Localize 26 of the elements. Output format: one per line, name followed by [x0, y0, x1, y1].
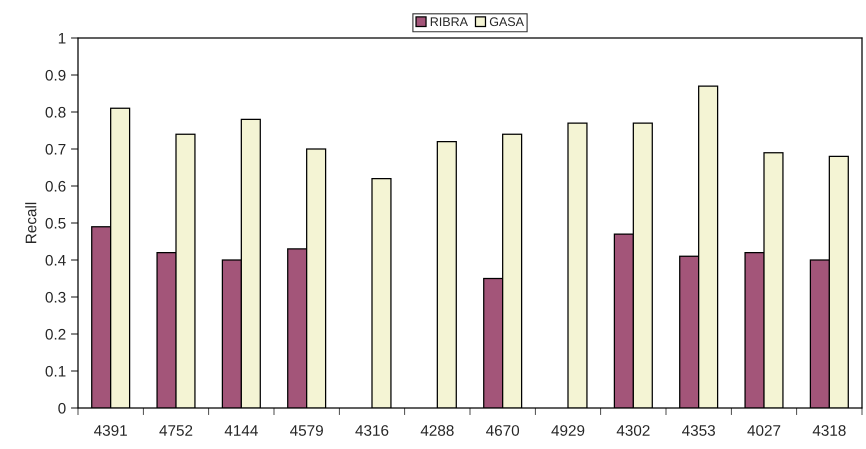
- y-tick-label: 1: [58, 33, 66, 44]
- x-tick-label: 4353: [682, 425, 715, 436]
- y-tick-label: 0.3: [46, 292, 66, 303]
- y-tick-label: 0.9: [46, 70, 66, 81]
- x-tick-label: 4579: [290, 425, 323, 436]
- x-tick-label: 4318: [812, 425, 846, 436]
- y-tick-label: 0.7: [46, 144, 66, 155]
- y-tick-label: 0.8: [46, 106, 66, 118]
- x-tick-label: 4144: [224, 425, 258, 436]
- y-tick-label: 0.6: [46, 180, 66, 192]
- y-axis-title: Recall: [25, 202, 36, 243]
- x-tick-label: 4027: [747, 425, 780, 436]
- x-tick-label: 4391: [94, 425, 127, 436]
- x-tick-label: 4670: [486, 425, 520, 436]
- y-tick-label: 0: [58, 402, 66, 414]
- legend-label: GASA: [490, 17, 524, 26]
- y-tick-label: 0.1: [46, 366, 66, 377]
- legend-label: RIBRA: [430, 17, 468, 26]
- x-tick-label: 4929: [551, 425, 584, 436]
- x-tick-label: 4752: [159, 425, 192, 436]
- x-tick-label: 4316: [355, 425, 388, 436]
- x-tick-label: 4302: [616, 425, 650, 436]
- x-tick-label: 4288: [420, 425, 454, 436]
- y-tick-label: 0.4: [46, 254, 66, 266]
- y-tick-label: 0.5: [46, 218, 66, 229]
- y-tick-label: 0.2: [46, 328, 66, 340]
